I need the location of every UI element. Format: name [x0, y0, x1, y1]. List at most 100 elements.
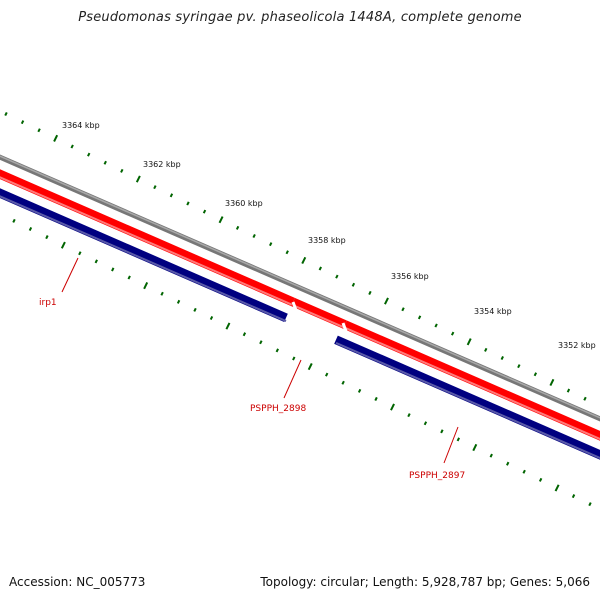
minor-tick [103, 160, 107, 165]
minor-tick [450, 331, 455, 336]
backbone-line [0, 154, 600, 422]
scale-label: 3354 kbp [474, 307, 512, 316]
minor-tick [127, 275, 131, 280]
reverse-gene-1 [0, 188, 288, 323]
reverse-gene-2-shade [335, 341, 600, 460]
minor-tick [292, 356, 296, 361]
minor-tick [186, 201, 190, 206]
minor-tick [500, 356, 504, 361]
minor-tick [517, 364, 521, 369]
minor-tick [423, 421, 428, 426]
scale-label: 3364 kbp [62, 121, 100, 130]
major-tick [307, 362, 313, 371]
reverse-gene-1-body [0, 188, 288, 323]
minor-tick [209, 315, 214, 321]
minor-tick [78, 251, 82, 256]
gene-leader-line [61, 257, 79, 293]
minor-tick [259, 340, 263, 345]
gene-leader-line [283, 359, 302, 399]
gene-leader-line [443, 426, 459, 464]
forward-gene-1-shade [0, 176, 294, 307]
lower-tick-row [12, 218, 592, 507]
minor-tick [566, 388, 571, 393]
major-tick [301, 256, 307, 264]
minor-tick [325, 372, 329, 377]
minor-tick [269, 242, 273, 247]
major-tick [549, 378, 555, 387]
scale-label: 3358 kbp [308, 236, 346, 245]
minor-tick [318, 266, 322, 271]
minor-tick [374, 396, 378, 401]
minor-tick [335, 274, 339, 279]
reverse-gene-1-shade [0, 195, 287, 323]
minor-tick [20, 120, 25, 125]
minor-tick [94, 259, 98, 264]
minor-tick [160, 291, 164, 296]
minor-tick [111, 267, 115, 272]
minor-tick [456, 437, 461, 442]
minor-tick [484, 347, 488, 352]
minor-tick [242, 332, 247, 337]
genome-summary-text: Topology: circular; Length: 5,928,787 bp… [260, 575, 590, 589]
minor-tick [538, 477, 543, 482]
map-title: Pseudomonas syringae pv. phaseolicola 14… [78, 10, 522, 25]
minor-tick [202, 209, 207, 214]
major-tick [384, 297, 389, 305]
forward-gap-1 [291, 301, 299, 314]
major-tick [135, 175, 141, 183]
minor-tick [4, 111, 8, 116]
forward-gene-3-shade [344, 326, 600, 441]
major-tick [472, 443, 478, 452]
minor-tick [193, 307, 197, 312]
backbone-highlight [0, 155, 600, 419]
minor-tick [588, 502, 592, 507]
major-tick [60, 241, 66, 249]
minor-tick [70, 144, 74, 149]
minor-tick [12, 218, 16, 223]
minor-tick [252, 233, 256, 238]
minor-tick [434, 323, 438, 328]
major-tick [218, 216, 224, 224]
minor-tick [357, 388, 362, 393]
major-tick [390, 403, 395, 411]
minor-tick [275, 348, 279, 353]
minor-tick [401, 307, 405, 312]
forward-gene-2-shade [292, 304, 346, 329]
minor-tick [28, 226, 33, 231]
accession-text: Accession: NC_005773 [9, 575, 146, 589]
forward-gap-2 [341, 322, 349, 335]
upper-tick-row [4, 111, 587, 401]
minor-tick [37, 128, 41, 133]
minor-tick [285, 250, 289, 255]
gene-label-group: PSPPH_2898 [250, 359, 306, 414]
gene-label: PSPPH_2898 [250, 404, 306, 414]
scale-label: 3352 kbp [558, 341, 596, 350]
reverse-gene-2-body [334, 335, 600, 460]
major-tick [53, 134, 59, 142]
minor-tick [176, 299, 181, 304]
major-tick [143, 282, 149, 290]
forward-gene-1 [0, 169, 295, 307]
minor-tick [351, 282, 356, 287]
minor-tick [87, 152, 91, 157]
scale-label: 3356 kbp [391, 272, 429, 281]
minor-tick [368, 290, 372, 295]
minor-tick [341, 380, 345, 385]
minor-tick [522, 469, 526, 474]
major-tick [225, 322, 231, 330]
minor-tick [489, 453, 493, 458]
backbone-track [0, 154, 600, 422]
reverse-gene-2 [334, 335, 600, 460]
minor-tick [533, 372, 538, 377]
forward-gene-3-body [343, 320, 600, 441]
minor-tick [235, 225, 240, 230]
minor-tick [153, 185, 157, 190]
forward-gene-2 [291, 297, 347, 329]
minor-tick [407, 413, 411, 418]
scale-label: 3360 kbp [225, 199, 263, 208]
minor-tick [440, 429, 444, 434]
minor-tick [571, 494, 576, 499]
gene-label-group: PSPPH_2897 [409, 426, 465, 481]
major-tick [554, 484, 560, 492]
